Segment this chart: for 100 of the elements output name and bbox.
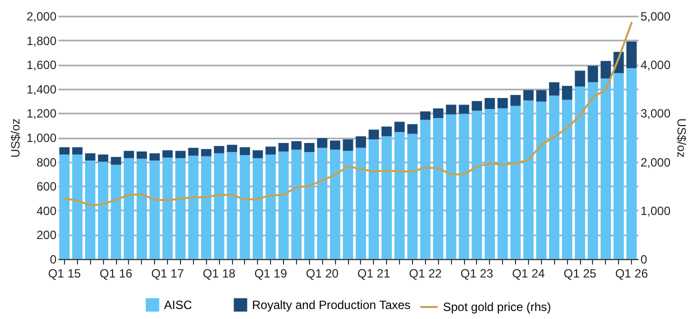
- bar: [562, 86, 572, 100]
- bar: [150, 160, 160, 259]
- bar: [510, 106, 521, 259]
- bar: [175, 158, 186, 259]
- bar: [124, 150, 134, 158]
- bar: [433, 118, 444, 259]
- bar: [304, 142, 314, 152]
- bar: [278, 151, 289, 259]
- bar: [472, 101, 482, 111]
- y-tick-label: 2,000: [26, 10, 57, 24]
- bar: [162, 158, 173, 259]
- bar: [562, 100, 572, 259]
- bar: [59, 147, 70, 155]
- x-tick-label: Q1 18: [202, 266, 236, 280]
- bar: [382, 136, 392, 259]
- bar: [484, 108, 495, 259]
- bar: [252, 150, 263, 158]
- bar: [382, 126, 392, 136]
- legend-label: Royalty and Production Taxes: [252, 298, 411, 312]
- y2-tick-label: 2,000: [640, 155, 671, 170]
- bar: [85, 153, 96, 161]
- bar: [240, 155, 250, 259]
- y2-tick-label: 0: [640, 252, 648, 266]
- bar: [600, 78, 611, 259]
- bar: [394, 132, 405, 259]
- bar: [110, 156, 122, 165]
- x-tick-label: Q1 20: [306, 266, 339, 280]
- bar: [356, 148, 366, 259]
- bar: [549, 96, 560, 259]
- y-tick-label: 800: [36, 155, 57, 170]
- bar: [574, 86, 586, 259]
- bar: [124, 158, 134, 259]
- bar: [446, 114, 456, 259]
- bar: [433, 108, 444, 118]
- bar: [549, 82, 560, 96]
- bar: [317, 148, 328, 259]
- bar: [110, 164, 122, 259]
- bar: [498, 108, 508, 259]
- x-tick-label: Q1 17: [151, 266, 184, 280]
- bar: [85, 160, 96, 259]
- bar: [59, 154, 70, 259]
- bar: [420, 120, 430, 259]
- x-tick-label: Q1 25: [564, 266, 597, 280]
- bar: [136, 151, 147, 159]
- bar: [98, 162, 108, 259]
- bar: [368, 130, 379, 140]
- y2-tick-label: 4,000: [640, 58, 671, 72]
- x-tick-label: Q1 26: [615, 266, 648, 280]
- bar: [420, 111, 430, 120]
- y-tick-label: 1,800: [26, 34, 57, 48]
- bar: [291, 141, 302, 150]
- bar: [342, 150, 354, 259]
- bar: [356, 136, 366, 148]
- bar: [510, 94, 521, 106]
- bar: [201, 149, 212, 156]
- bar: [150, 153, 160, 161]
- bar: [226, 144, 238, 152]
- bar: [458, 104, 470, 114]
- legend-label: Spot gold price (rhs): [443, 300, 552, 314]
- bar: [626, 68, 637, 259]
- bar: [136, 158, 147, 259]
- y-tick-label: 400: [36, 204, 57, 218]
- bar: [407, 124, 418, 134]
- bar: [98, 154, 108, 162]
- bar: [368, 139, 379, 259]
- x-tick-label: Q1 24: [512, 266, 546, 280]
- x-tick-label: Q1 23: [460, 266, 494, 280]
- bar: [523, 100, 534, 259]
- bar: [574, 70, 586, 86]
- bar: [614, 73, 624, 259]
- bar: [588, 66, 598, 82]
- bar: [72, 154, 82, 259]
- y-tick-label: 200: [36, 228, 57, 242]
- bar: [588, 82, 598, 259]
- bar: [304, 152, 314, 259]
- x-tick-label: Q1 22: [408, 266, 442, 280]
- bar: [72, 147, 82, 155]
- y-tick-label: 1,600: [26, 58, 57, 72]
- legend-label: AISC: [164, 298, 192, 312]
- y-tick-label: 0: [50, 252, 57, 266]
- x-tick-label: Q1 19: [254, 266, 288, 280]
- bar: [523, 90, 534, 100]
- bar: [317, 138, 328, 148]
- bar: [407, 134, 418, 259]
- y2-tick-label: 5,000: [640, 10, 671, 24]
- x-tick-label: Q1 15: [48, 266, 82, 280]
- bar: [214, 146, 224, 154]
- bar: [498, 98, 508, 108]
- bar: [458, 114, 470, 259]
- bar: [266, 146, 276, 155]
- bar: [446, 104, 456, 114]
- bar: [240, 147, 250, 156]
- bar: [536, 102, 546, 259]
- y-tick-label: 1,200: [26, 106, 57, 121]
- line-series: [63, 22, 633, 207]
- bar: [266, 154, 276, 259]
- bar: [600, 60, 611, 79]
- bar: [330, 150, 340, 259]
- bar: [226, 152, 238, 259]
- bar: [162, 150, 173, 158]
